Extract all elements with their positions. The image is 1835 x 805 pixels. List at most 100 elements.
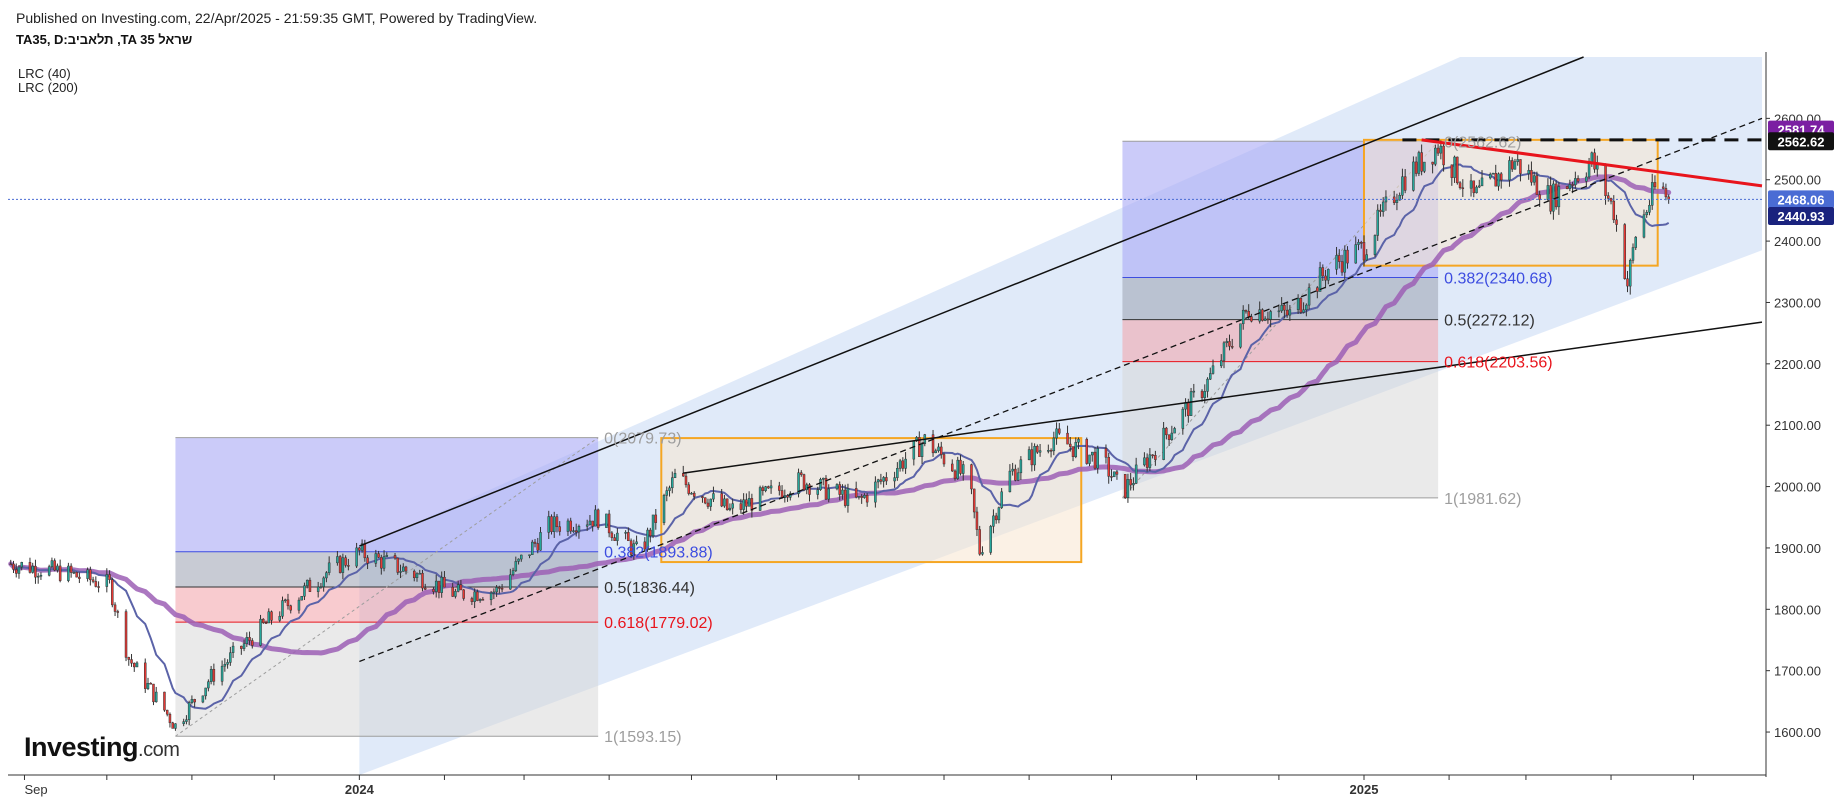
candle-body <box>380 557 383 569</box>
candle-body <box>116 611 120 613</box>
candle-body <box>997 507 1001 521</box>
candle-body <box>1403 176 1407 191</box>
candle-body <box>1167 434 1171 440</box>
candle-body <box>223 664 227 667</box>
candle-body <box>462 589 465 599</box>
candle-body <box>1126 479 1130 498</box>
candle-body <box>588 520 592 526</box>
candle-body <box>242 643 246 649</box>
candle-body <box>558 526 561 532</box>
candle-body <box>671 477 674 489</box>
candle-body <box>1458 182 1462 189</box>
candle-body <box>231 645 235 653</box>
price-badge-label-3: 2440.93 <box>1778 209 1825 224</box>
candle-body <box>863 495 866 498</box>
candle-body <box>1110 476 1113 478</box>
upper-trendline <box>359 56 1584 547</box>
candle-body <box>1664 188 1668 198</box>
candle-body <box>786 495 789 498</box>
candle-body <box>585 524 589 527</box>
lower-trendline <box>683 321 1763 474</box>
candle-body <box>1609 198 1613 202</box>
candle-body <box>20 562 23 568</box>
candle-body <box>1612 200 1616 221</box>
candle-body <box>1661 186 1665 189</box>
candle-body <box>1143 457 1146 466</box>
candle-body <box>616 532 619 541</box>
candle-body <box>1239 323 1242 348</box>
candle-body <box>459 584 463 591</box>
price-badge-label-1: 2562.62 <box>1778 134 1825 149</box>
candle-body <box>1088 454 1091 464</box>
time-tick-label: 2025 <box>1350 782 1379 797</box>
candle-body <box>423 587 427 590</box>
candle-body <box>712 493 715 500</box>
candle-body <box>187 702 191 720</box>
candle-body <box>31 565 34 573</box>
candle-body <box>1200 390 1204 398</box>
candle-body <box>305 579 309 586</box>
candle-body <box>382 556 386 569</box>
candle-body <box>1181 408 1185 429</box>
candle-body <box>432 589 435 592</box>
candle-body <box>316 586 320 592</box>
candle-body <box>566 520 570 532</box>
candle-body <box>1362 242 1366 261</box>
candle-body <box>1340 261 1344 273</box>
candle-body <box>1058 428 1061 434</box>
candle-body <box>1538 194 1541 200</box>
candle-body <box>1096 448 1099 469</box>
candle-body <box>297 599 301 611</box>
candle-body <box>1442 145 1445 166</box>
dashed-trendline <box>359 117 1763 663</box>
candle-body <box>1000 491 1003 508</box>
candle-body <box>1626 278 1629 287</box>
price-tick-label: 2200.00 <box>1774 357 1821 372</box>
indicator-label-lrc200[interactable]: LRC (200) <box>18 80 78 95</box>
candle-body <box>1593 152 1596 170</box>
candle-body <box>1203 391 1207 398</box>
candle-body <box>613 537 616 541</box>
candle-body <box>1132 483 1135 486</box>
candle-body <box>322 577 325 587</box>
candle-body <box>1052 437 1056 452</box>
candle-body <box>1305 304 1308 311</box>
candle-body <box>130 659 133 664</box>
time-axis[interactable]: Sep 2024 2025 <box>8 774 1766 797</box>
candle-body <box>355 547 358 567</box>
candle-body <box>1112 471 1116 478</box>
price-tick-label: 1800.00 <box>1774 602 1821 617</box>
candle-body <box>190 699 194 703</box>
candle-body <box>1008 470 1012 493</box>
candle-body <box>1439 145 1443 154</box>
candle-body <box>1104 448 1108 458</box>
candle-body <box>1266 318 1270 321</box>
candle-body <box>1615 219 1618 225</box>
candle-body <box>67 565 70 581</box>
candle-body <box>415 573 419 579</box>
candle-body <box>341 557 345 573</box>
time-tick-label: 2024 <box>345 782 375 797</box>
fib-label-0-2: 0.5(1836.44) <box>604 580 695 597</box>
candle-body <box>358 547 361 551</box>
candle-body <box>1123 474 1127 498</box>
price-axis[interactable]: 1600.00 1700.00 1800.00 1900.00 2000.00 2100.… <box>1765 52 1821 777</box>
candle-body <box>1546 185 1550 200</box>
candle-body <box>207 681 210 689</box>
candle-body <box>1623 224 1627 279</box>
candle-body <box>607 513 611 534</box>
indicator-label-lrc40[interactable]: LRC (40) <box>18 66 71 81</box>
fib-label-1-4: 1(1981.62) <box>1444 491 1521 508</box>
candle-body <box>605 513 608 528</box>
candle-body <box>344 557 347 566</box>
candle-body <box>959 459 962 474</box>
candle-body <box>127 657 131 660</box>
candle-body <box>739 503 743 510</box>
fib-label-1-2: 0.5(2272.12) <box>1444 313 1535 330</box>
candle-body <box>942 454 946 465</box>
candle-body <box>308 579 312 592</box>
candle-body <box>975 511 979 530</box>
candle-body <box>443 576 446 588</box>
candle-body <box>1134 464 1138 484</box>
